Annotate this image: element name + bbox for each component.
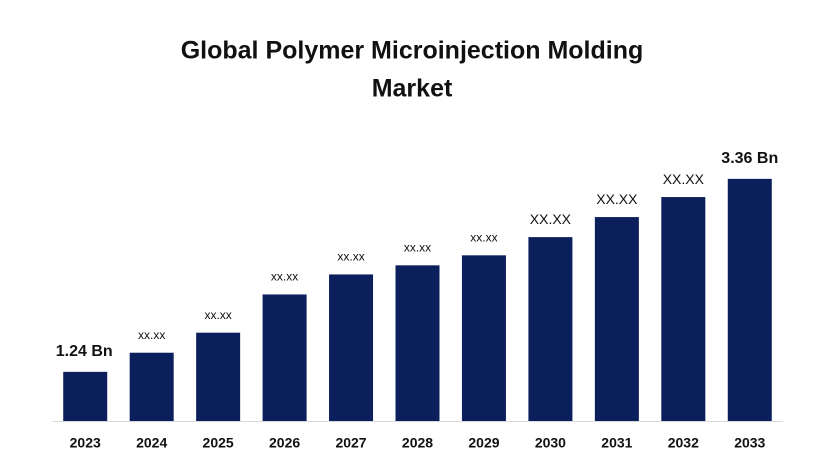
x-tick-label: 2026 bbox=[269, 435, 300, 451]
value-label: XX.XX bbox=[530, 211, 572, 227]
bar bbox=[329, 274, 374, 421]
x-tick-label: 2023 bbox=[70, 435, 101, 451]
value-label: xx.xx bbox=[470, 230, 497, 244]
value-label: xx.xx bbox=[204, 308, 231, 322]
bar bbox=[63, 371, 108, 421]
value-label: XX.XX bbox=[663, 171, 705, 187]
bar bbox=[661, 197, 706, 421]
x-tick-label: 2032 bbox=[668, 435, 699, 451]
x-tick-label: 2025 bbox=[203, 435, 234, 451]
bar bbox=[395, 265, 440, 421]
value-label: xx.xx bbox=[404, 241, 431, 255]
x-tick-label: 2029 bbox=[468, 435, 499, 451]
value-label: xx.xx bbox=[271, 270, 298, 284]
bar bbox=[461, 255, 506, 421]
bar bbox=[196, 332, 241, 421]
value-label: 3.36 Bn bbox=[721, 150, 778, 167]
x-tick-label: 2033 bbox=[734, 435, 765, 451]
value-label: xx.xx bbox=[337, 250, 364, 264]
chart-subtitle: Market bbox=[372, 75, 453, 103]
value-label: xx.xx bbox=[138, 328, 165, 342]
bar bbox=[727, 178, 772, 421]
x-tick-label: 2030 bbox=[535, 435, 566, 451]
x-tick-label: 2028 bbox=[402, 435, 433, 451]
x-tick-label: 2027 bbox=[335, 435, 366, 451]
x-tick-label: 2024 bbox=[136, 435, 167, 451]
bar bbox=[594, 217, 639, 421]
value-label: XX.XX bbox=[596, 191, 638, 207]
chart-title: Global Polymer Microinjection Molding bbox=[181, 37, 644, 65]
value-label: 1.24 Bn bbox=[56, 343, 113, 360]
bar bbox=[262, 294, 307, 421]
bar bbox=[129, 352, 174, 421]
bar bbox=[528, 237, 573, 421]
x-tick-label: 2031 bbox=[601, 435, 632, 451]
